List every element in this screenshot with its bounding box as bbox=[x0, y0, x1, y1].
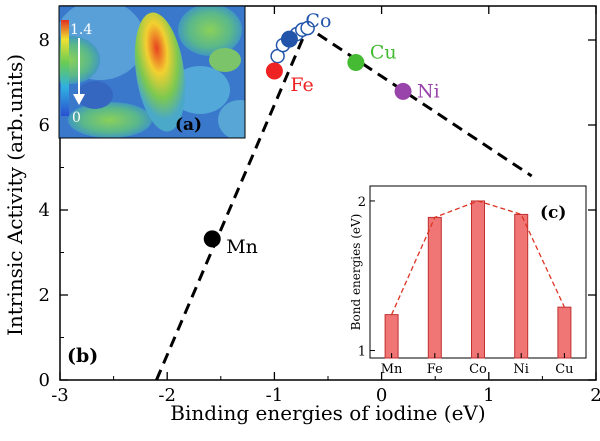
inset-c-trend-line bbox=[391, 200, 565, 315]
point-label-fe: Fe bbox=[290, 74, 313, 96]
y-tick-label: 8 bbox=[39, 30, 50, 51]
bar-cu bbox=[557, 306, 572, 359]
point-label-mn: Mn bbox=[226, 236, 258, 258]
inset-c: Mn Fe Co Ni Cu 1 2 bbox=[358, 185, 587, 377]
colorbar-arrow-head-icon bbox=[73, 94, 85, 105]
main-axes: -3 -2 -1 0 1 2 0 2 4 6 8 bbox=[39, 6, 600, 406]
inset-a: 1.4 0 (a) bbox=[58, 5, 246, 139]
inset-c-y-tick-label: 2 bbox=[358, 195, 366, 210]
inset-c-x-label-cu: Cu bbox=[555, 362, 573, 377]
y-tick-label: 0 bbox=[39, 370, 50, 391]
inset-c-x-label-ni: Ni bbox=[513, 362, 529, 377]
colorbar-max-label: 1.4 bbox=[70, 22, 92, 38]
y-axis-title: Intrinsic Activity (arb.units) bbox=[3, 54, 27, 336]
y-tick-label: 2 bbox=[39, 285, 50, 306]
inset-c-x-label-mn: Mn bbox=[381, 362, 403, 377]
inset-a-colorbar bbox=[61, 20, 69, 116]
inset-c-x-label-co: Co bbox=[469, 362, 487, 377]
panel-b-label: (b) bbox=[67, 345, 98, 367]
y-tick-label: 6 bbox=[39, 115, 50, 136]
inset-c-x-label-fe: Fe bbox=[427, 362, 443, 377]
bar-mn bbox=[384, 314, 399, 359]
x-tick-label: 0 bbox=[376, 385, 387, 406]
inset-a-border bbox=[58, 5, 246, 139]
point-cu bbox=[347, 54, 365, 72]
point-co bbox=[280, 30, 298, 48]
point-label-cu: Cu bbox=[370, 42, 397, 64]
bar-fe bbox=[427, 216, 442, 359]
point-ni bbox=[394, 82, 412, 100]
x-tick-label: 2 bbox=[590, 385, 600, 406]
colorbar-min-label: 0 bbox=[72, 110, 81, 126]
inset-a-heatmap bbox=[59, 6, 245, 138]
point-mn bbox=[203, 230, 221, 248]
y-tick-label: 4 bbox=[39, 200, 50, 221]
point-fe bbox=[265, 62, 283, 80]
co-open-marker bbox=[300, 20, 315, 36]
point-label-ni: Ni bbox=[417, 80, 440, 102]
x-tick-label: -2 bbox=[158, 385, 176, 406]
x-tick-label: 1 bbox=[483, 385, 494, 406]
point-label-co: Co bbox=[305, 10, 331, 32]
x-tick-label: -3 bbox=[51, 385, 69, 406]
inset-c-y-tick-label: 1 bbox=[358, 345, 366, 360]
main-marks: Mn Fe Co Cu Ni bbox=[155, 10, 533, 381]
inset-c-y-title: Bond energies (eV) bbox=[349, 214, 363, 331]
inset-a-panel-label: (a) bbox=[175, 115, 202, 135]
x-tick-label: -1 bbox=[266, 385, 284, 406]
panel-c-label: (c) bbox=[540, 203, 566, 223]
bar-ni bbox=[514, 213, 529, 359]
bar-co bbox=[471, 200, 485, 359]
inset-c-marks: Mn Fe Co Ni Cu 1 2 bbox=[358, 195, 574, 377]
x-axis-title: Binding energies of iodine (eV) bbox=[170, 401, 485, 425]
